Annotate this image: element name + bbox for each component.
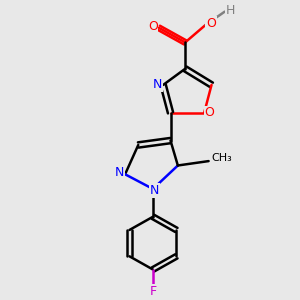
Text: O: O xyxy=(205,106,214,119)
Text: CH₃: CH₃ xyxy=(212,153,232,163)
Text: N: N xyxy=(153,78,163,92)
Text: H: H xyxy=(225,4,235,17)
Text: N: N xyxy=(115,166,124,179)
Text: N: N xyxy=(150,184,159,197)
Text: O: O xyxy=(206,17,216,30)
Text: F: F xyxy=(149,285,157,298)
Text: O: O xyxy=(148,20,158,33)
